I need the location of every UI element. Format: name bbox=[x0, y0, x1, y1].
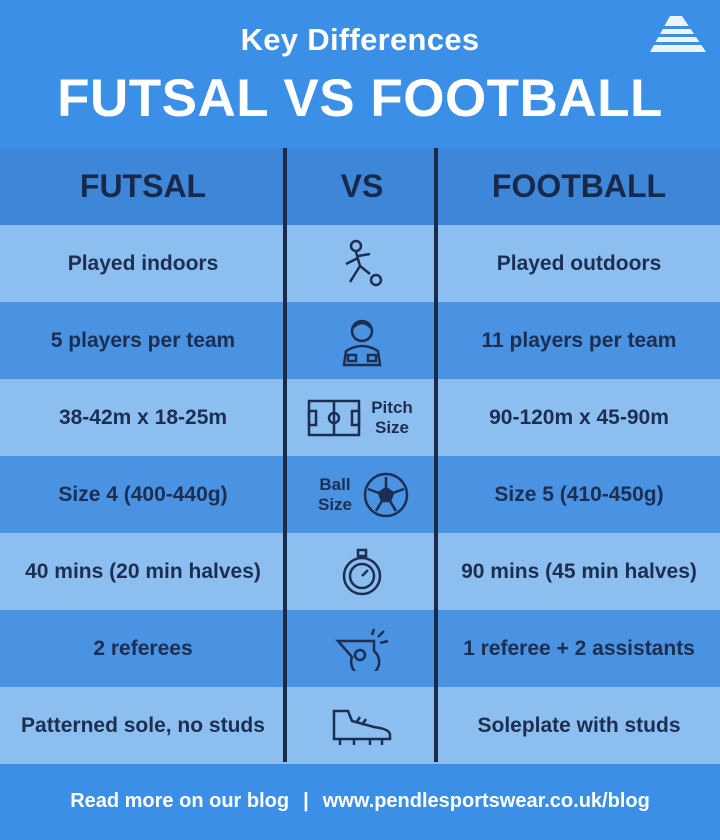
table-row: 2 referees 1 referee + 2 assistants bbox=[0, 610, 720, 687]
column-divider bbox=[283, 148, 287, 762]
footer-separator: | bbox=[303, 789, 309, 812]
column-divider bbox=[434, 148, 438, 762]
table-row: 38-42m x 18-25m Pitch Size 90-120m x 45-… bbox=[0, 379, 720, 456]
futsal-cell: 38-42m x 18-25m bbox=[58, 405, 228, 429]
blog-link[interactable]: www.pendlesportswear.co.uk/blog bbox=[322, 789, 650, 812]
icon-label: Pitch Size bbox=[371, 397, 413, 437]
player-kicking-icon bbox=[345, 239, 383, 286]
table-row: 40 mins (20 min halves) 90 mins (45 min … bbox=[0, 533, 720, 610]
page-title: FUTSAL VS FOOTBALL bbox=[57, 69, 663, 128]
whistle-icon bbox=[335, 628, 389, 671]
column-header-football: FOOTBALL bbox=[491, 168, 667, 204]
stopwatch-icon bbox=[342, 548, 382, 595]
table-row: Played indoors Played outdoors bbox=[0, 225, 720, 302]
pyramid-logo-icon bbox=[648, 16, 708, 52]
icon-label: Ball Size bbox=[317, 474, 353, 514]
football-cell: Size 5 (410-450g) bbox=[494, 482, 664, 506]
futsal-cell: Played indoors bbox=[67, 251, 219, 275]
football-cell: 90 mins (45 min halves) bbox=[461, 559, 697, 583]
header: Key Differences FUTSAL VS FOOTBALL bbox=[0, 0, 720, 148]
football-cell: Played outdoors bbox=[496, 251, 662, 275]
futsal-cell: 5 players per team bbox=[50, 328, 236, 352]
footer-text: Read more on our blog bbox=[70, 789, 290, 812]
table-row: Size 4 (400-440g) Ball Size Size 5 (410-… bbox=[0, 456, 720, 533]
boot-icon bbox=[332, 709, 392, 745]
table-header-row: FUTSAL VS FOOTBALL bbox=[0, 148, 720, 225]
pitch-icon bbox=[307, 399, 361, 436]
column-header-vs: VS bbox=[340, 168, 384, 204]
footer: Read more on our blog | www.pendlesports… bbox=[0, 762, 720, 840]
football-cell: 11 players per team bbox=[481, 328, 677, 352]
column-header-futsal: FUTSAL bbox=[79, 168, 207, 204]
comparison-table: FUTSAL VS FOOTBALL Played indoors Played… bbox=[0, 148, 720, 764]
ball-icon bbox=[363, 472, 409, 517]
futsal-cell: 2 referees bbox=[93, 636, 193, 660]
table-row: 5 players per team 11 players per team bbox=[0, 302, 720, 379]
football-cell: Soleplate with studs bbox=[477, 713, 681, 737]
futsal-cell: Patterned sole, no studs bbox=[21, 713, 265, 737]
futsal-cell: Size 4 (400-440g) bbox=[58, 482, 228, 506]
player-icon bbox=[342, 319, 382, 366]
subtitle: Key Differences bbox=[240, 22, 480, 57]
football-cell: 90-120m x 45-90m bbox=[489, 405, 669, 429]
table-row: Patterned sole, no studs Soleplate with … bbox=[0, 687, 720, 764]
football-cell: 1 referee + 2 assistants bbox=[463, 636, 695, 660]
futsal-cell: 40 mins (20 min halves) bbox=[25, 559, 261, 583]
